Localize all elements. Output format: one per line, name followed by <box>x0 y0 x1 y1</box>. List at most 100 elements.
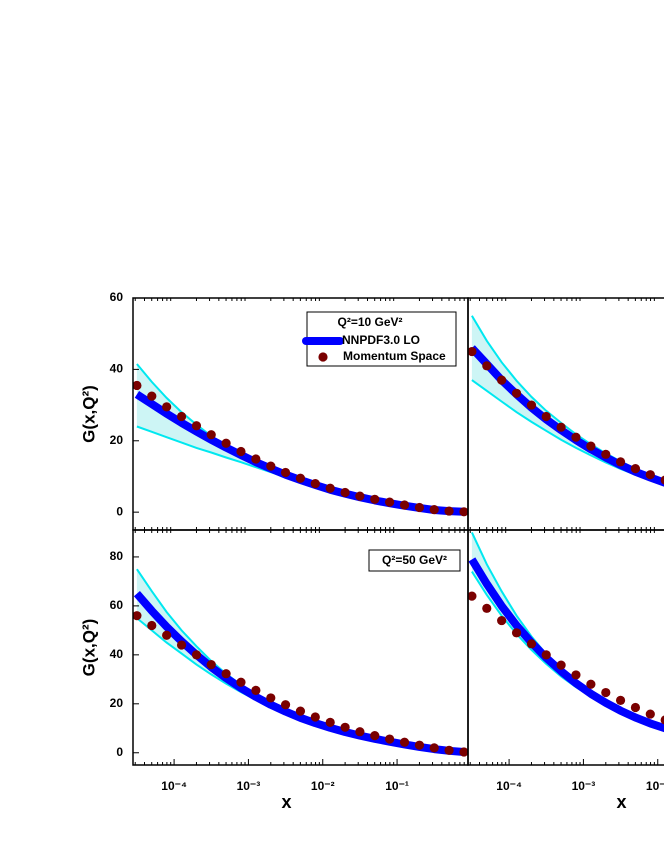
data-point <box>601 687 611 698</box>
data-point <box>385 734 395 744</box>
x-axis-label: x <box>281 792 291 812</box>
y-tick-label: 60 <box>110 290 124 304</box>
data-point <box>325 483 335 493</box>
data-point <box>133 380 142 391</box>
data-point <box>340 487 350 498</box>
data-point <box>444 506 454 516</box>
x-tick-label: 10⁻⁴ <box>161 779 187 793</box>
legend: Q²=10 GeV² NNPDF3.0 LO Momentum Space <box>302 311 457 367</box>
data-point <box>660 715 664 725</box>
data-point <box>191 421 202 431</box>
data-point <box>399 737 410 747</box>
data-point <box>571 432 581 442</box>
data-point <box>280 700 291 710</box>
data-point <box>147 391 157 401</box>
data-point <box>444 745 454 755</box>
x-tick-label: 10⁻⁴ <box>496 779 522 793</box>
plot-area <box>468 531 664 733</box>
data-point <box>459 747 468 757</box>
nnpdf-line <box>133 590 465 756</box>
x-tick-label: 10⁻¹ <box>385 779 409 793</box>
data-point <box>325 717 335 728</box>
data-point <box>601 449 611 459</box>
data-point <box>355 491 365 501</box>
data-point <box>482 361 492 371</box>
data-point <box>526 639 537 649</box>
data-point <box>511 388 522 398</box>
data-point <box>586 441 596 451</box>
y-tick-label: 20 <box>110 433 124 447</box>
data-point <box>497 375 507 385</box>
data-point <box>414 740 425 750</box>
legend-label: Momentum Space <box>343 349 446 363</box>
data-point <box>497 615 507 626</box>
data-point <box>147 620 157 631</box>
y-tick-label: 0 <box>116 504 123 518</box>
y-tick-label: 80 <box>110 549 124 563</box>
y-tick-label: 40 <box>110 362 124 376</box>
data-point <box>236 677 246 687</box>
data-point <box>162 630 172 640</box>
data-point <box>280 467 291 478</box>
data-point <box>541 650 551 660</box>
data-point <box>133 611 142 621</box>
y-axis-label: G(x,Q²) <box>79 619 98 677</box>
data-point <box>630 702 641 713</box>
data-point <box>370 731 380 741</box>
data-point <box>266 693 276 703</box>
legend-label: NNPDF3.0 LO <box>342 333 420 347</box>
data-point <box>459 507 468 517</box>
nnpdf-line <box>468 557 664 733</box>
band-edge <box>471 379 664 486</box>
band-fill <box>136 569 464 752</box>
data-point <box>295 473 306 483</box>
x-tick-label: 10⁻² <box>646 779 664 793</box>
plot-area <box>133 363 468 517</box>
plot-area <box>133 568 468 757</box>
y-tick-label: 60 <box>110 598 124 612</box>
x-tick-label: 10⁻² <box>311 779 335 793</box>
data-point <box>310 712 320 722</box>
data-point <box>429 743 439 753</box>
data-point <box>468 591 477 601</box>
data-point <box>251 685 261 695</box>
band-fill <box>471 315 664 485</box>
data-point <box>586 679 596 689</box>
legend-title: Q²=10 GeV² <box>337 315 402 329</box>
band-edge <box>136 568 465 753</box>
data-point <box>162 402 172 412</box>
data-point <box>630 464 641 474</box>
data-point <box>615 457 626 467</box>
data-point <box>295 706 306 716</box>
x-tick-label: 10⁻³ <box>572 779 596 793</box>
data-point <box>206 430 216 440</box>
data-point <box>571 670 581 680</box>
y-tick-label: 40 <box>110 647 124 661</box>
annotation-box <box>368 549 461 572</box>
data-point <box>645 470 655 480</box>
data-point <box>556 660 566 670</box>
data-point <box>429 505 439 515</box>
data-point <box>340 722 350 732</box>
data-point <box>266 461 276 471</box>
y-tick-label: 0 <box>116 745 123 759</box>
frame <box>467 297 664 531</box>
data-point <box>468 346 477 357</box>
data-point <box>414 502 425 513</box>
data-point <box>399 500 410 510</box>
data-point <box>482 603 492 613</box>
x-axis-label: x <box>616 792 626 812</box>
plot-area <box>468 315 664 487</box>
legend-marker <box>318 352 328 362</box>
x-tick-label: 10⁻³ <box>237 779 261 793</box>
data-point <box>526 400 537 410</box>
data-point <box>176 640 187 650</box>
band-fill <box>136 364 464 512</box>
data-point <box>385 497 395 507</box>
data-point <box>615 695 626 705</box>
nnpdf-line <box>134 391 465 516</box>
data-point <box>556 422 566 432</box>
y-axis-label: G(x,Q²) <box>79 385 98 443</box>
